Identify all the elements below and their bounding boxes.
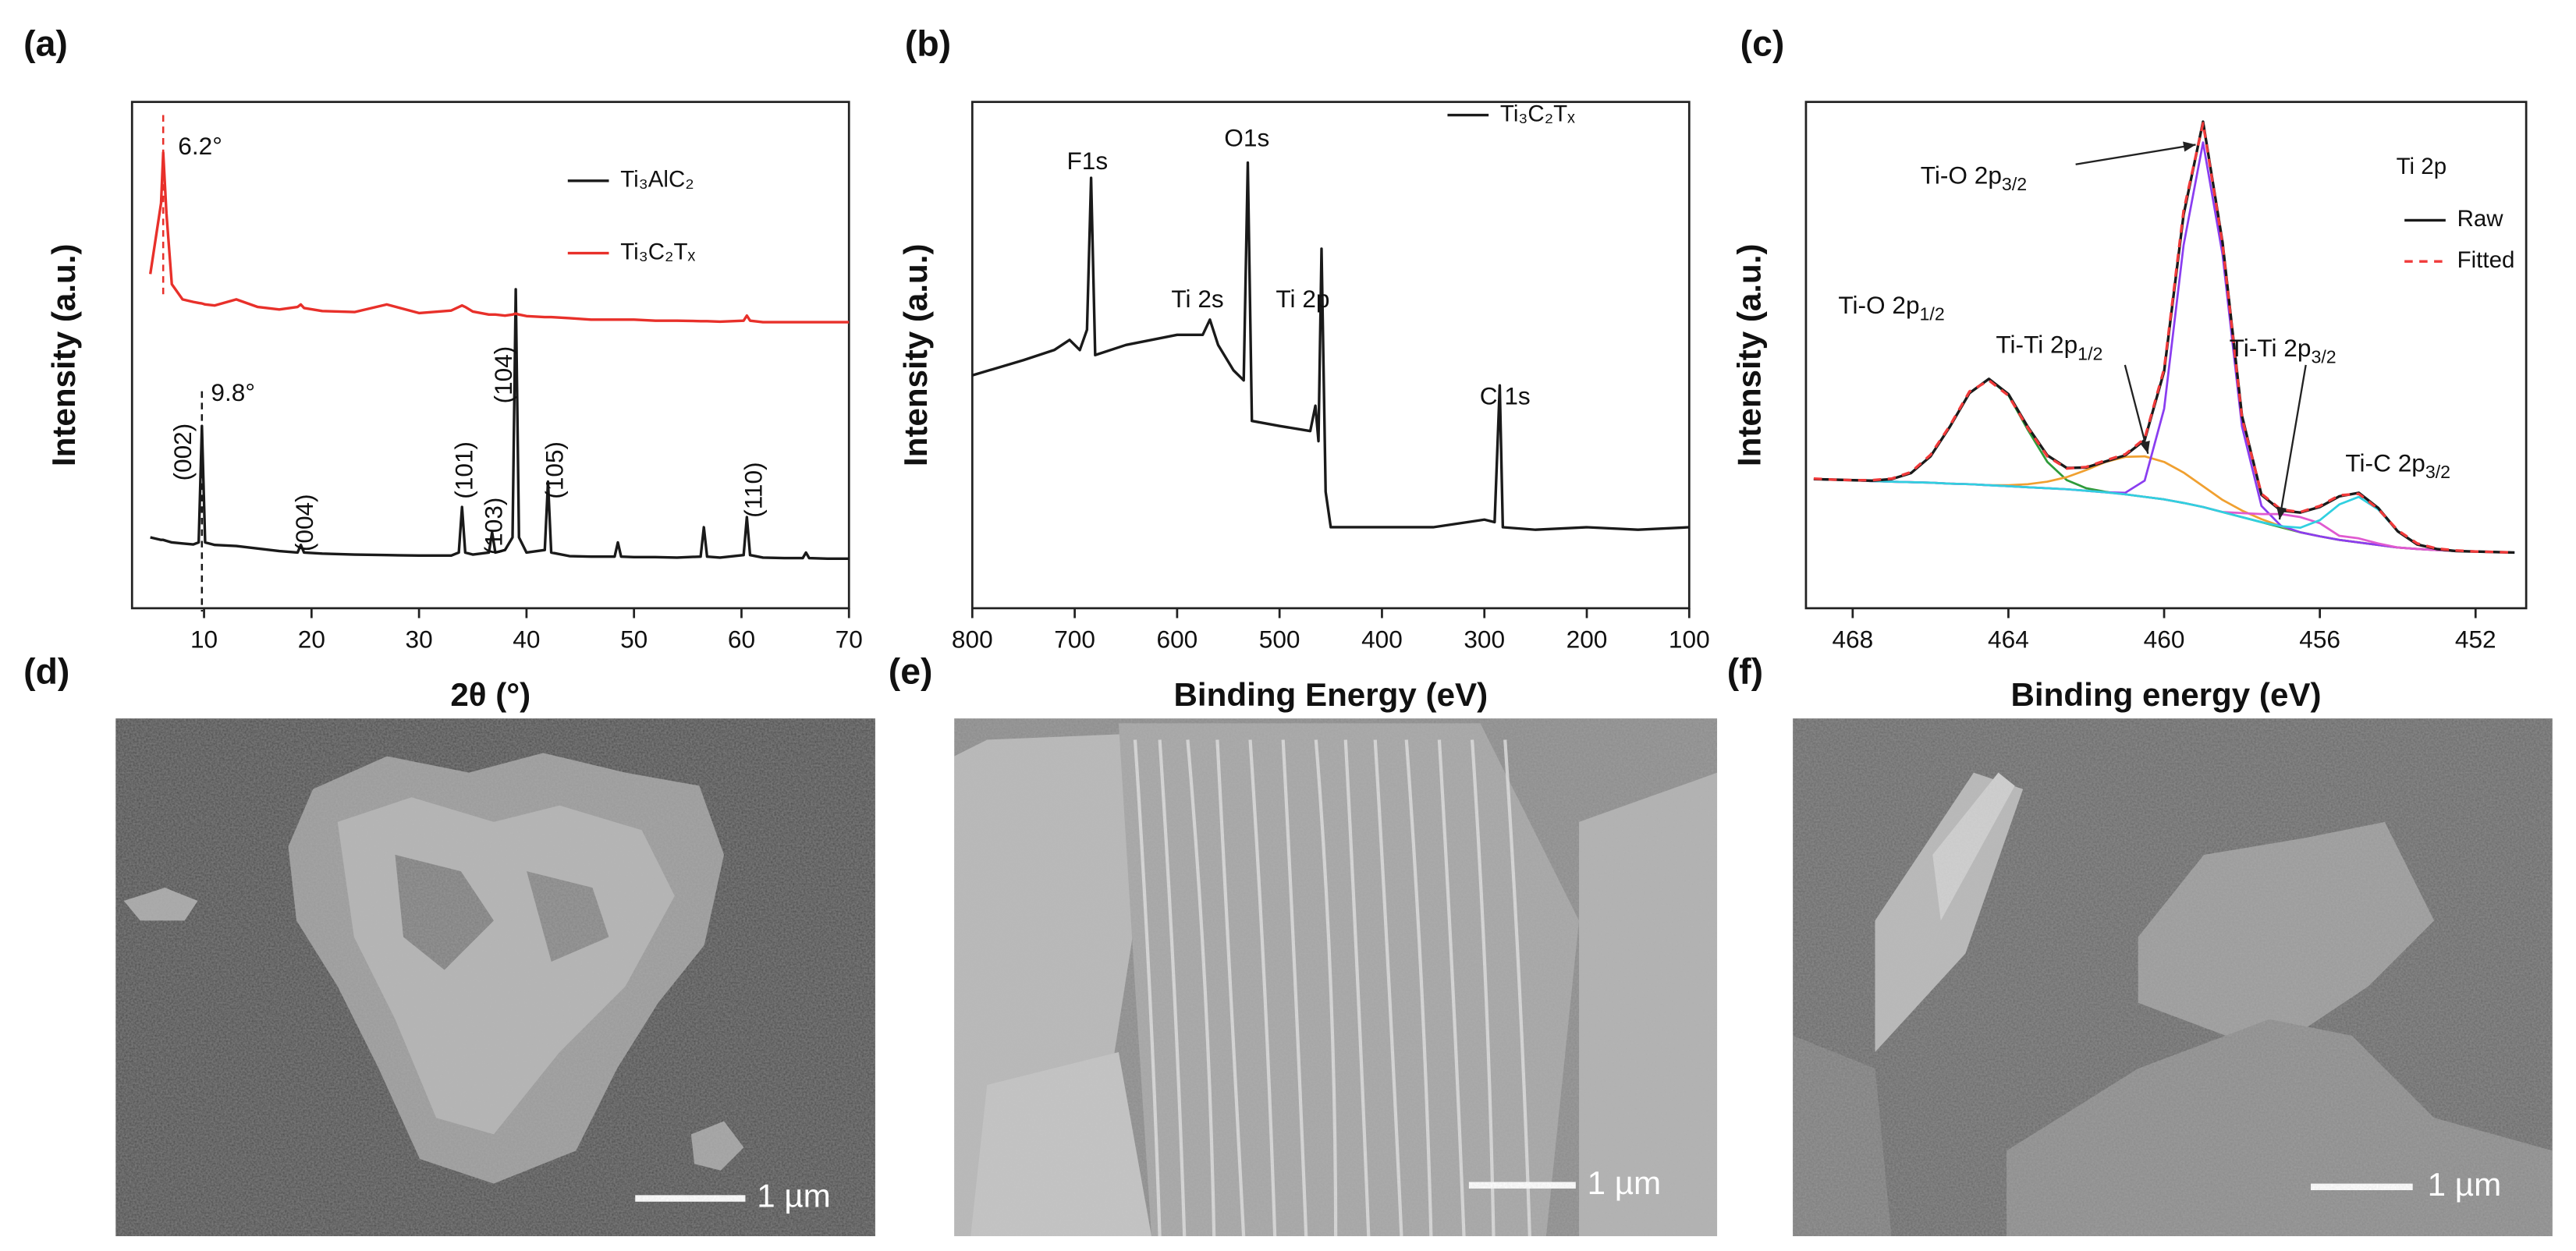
annotation: (004) bbox=[290, 494, 318, 551]
plot-frame bbox=[1804, 101, 2528, 610]
annotation-text: Ti-O 2p bbox=[1838, 291, 1919, 319]
arrow bbox=[2278, 364, 2307, 520]
x-tick-label: 40 bbox=[513, 625, 540, 653]
arrow bbox=[2124, 364, 2149, 455]
series-line bbox=[1813, 120, 2515, 555]
annotation: 9.8° bbox=[211, 378, 255, 406]
component-line bbox=[1813, 477, 2515, 554]
annotation-text: Ti-C 2p bbox=[2345, 449, 2425, 477]
x-tick-label: 100 bbox=[1669, 625, 1710, 653]
x-tick-label: 400 bbox=[1361, 625, 1403, 653]
x-tick-label: 30 bbox=[406, 625, 433, 653]
x-tick-label: 300 bbox=[1464, 625, 1505, 653]
legend-label: Ti₃C₂Tₓ bbox=[1500, 101, 1575, 126]
sem-image bbox=[1793, 718, 2553, 1237]
annotation-subscript: 3/2 bbox=[2002, 174, 2027, 194]
annotation-subscript: 1/2 bbox=[1920, 304, 1945, 324]
annotation-text: Ti-Ti 2p bbox=[1996, 331, 2077, 359]
x-tick-label: 50 bbox=[620, 625, 648, 653]
annotation: Ti-O 2p1/2 bbox=[1838, 291, 1944, 324]
arrow-head bbox=[2183, 141, 2196, 152]
x-tick-label: 500 bbox=[1259, 625, 1300, 653]
x-tick-label: 10 bbox=[190, 625, 218, 653]
annotation-subscript: 3/2 bbox=[2311, 347, 2336, 367]
panel-label: (d) bbox=[23, 650, 69, 691]
scale-bar-label: 1 µm bbox=[1588, 1164, 1662, 1201]
x-tick-label: 460 bbox=[2144, 625, 2185, 653]
annotation: Ti-C 2p3/2 bbox=[2345, 449, 2450, 482]
annotation-subscript: 1/2 bbox=[2077, 343, 2102, 363]
annotation: (104) bbox=[489, 346, 517, 404]
y-axis-title: Intensity (a.u.) bbox=[897, 243, 934, 466]
series-line bbox=[1813, 122, 2515, 555]
x-tick-label: 800 bbox=[952, 625, 993, 653]
panel-label: (e) bbox=[889, 650, 933, 691]
legend-title: Ti 2p bbox=[2397, 154, 2447, 179]
x-axis-title: 2θ (°) bbox=[450, 676, 530, 713]
panel-label: (a) bbox=[23, 23, 68, 63]
legend-label: Raw bbox=[2457, 206, 2504, 232]
x-tick-label: 200 bbox=[1567, 625, 1608, 653]
annotation: F1s bbox=[1067, 147, 1109, 175]
arrow-head bbox=[2140, 441, 2150, 454]
x-tick-label: 60 bbox=[728, 625, 755, 653]
annotation: C 1s bbox=[1480, 381, 1531, 409]
sem-image bbox=[954, 718, 1718, 1237]
y-axis-title: Intensity (a.u.) bbox=[45, 243, 82, 466]
x-tick-label: 468 bbox=[1832, 625, 1873, 653]
panel-label: (f) bbox=[1727, 650, 1763, 691]
annotation-subscript: 3/2 bbox=[2425, 462, 2450, 482]
scale-bar-label: 1 µm bbox=[2428, 1166, 2502, 1203]
legend-label: Ti₃C₂Tₓ bbox=[620, 239, 695, 264]
annotation: Ti-Ti 2p3/2 bbox=[2230, 334, 2336, 367]
sem-image bbox=[115, 718, 875, 1237]
annotation: (105) bbox=[540, 441, 568, 499]
annotation-text: Ti-Ti 2p bbox=[2230, 334, 2312, 362]
x-axis-title: Binding Energy (eV) bbox=[1173, 676, 1488, 713]
legend-label: Fitted bbox=[2457, 247, 2515, 273]
panel-label: (c) bbox=[1740, 23, 1785, 63]
annotation: (101) bbox=[449, 441, 477, 499]
annotation: Ti-Ti 2p1/2 bbox=[1996, 331, 2102, 363]
annotation: (103) bbox=[479, 498, 507, 555]
x-tick-label: 452 bbox=[2455, 625, 2496, 653]
component-line bbox=[1813, 141, 2515, 554]
panel-label: (b) bbox=[905, 23, 951, 63]
annotation: Ti 2s bbox=[1171, 285, 1223, 313]
series-line bbox=[971, 161, 1690, 531]
x-tick-label: 464 bbox=[1988, 625, 2029, 653]
series-line bbox=[150, 288, 850, 560]
plot-frame bbox=[970, 101, 1691, 610]
annotation: O1s bbox=[1224, 124, 1269, 152]
arrow bbox=[2075, 144, 2196, 165]
plot-frame bbox=[130, 101, 850, 610]
x-axis-title: Binding energy (eV) bbox=[2011, 676, 2322, 713]
annotation: Ti 2p bbox=[1276, 285, 1329, 313]
annotation-text: Ti-O 2p bbox=[1921, 161, 2002, 190]
y-axis-title: Intensity (a.u.) bbox=[1731, 243, 1768, 466]
annotation: (002) bbox=[169, 423, 197, 481]
x-tick-label: 20 bbox=[298, 625, 325, 653]
x-tick-label: 70 bbox=[836, 625, 863, 653]
arrow-head bbox=[2276, 506, 2287, 520]
component-line bbox=[1813, 477, 2515, 554]
x-tick-label: 600 bbox=[1157, 625, 1198, 653]
annotation: Ti-O 2p3/2 bbox=[1921, 161, 2027, 194]
scale-bar-label: 1 µm bbox=[757, 1178, 831, 1214]
annotation: 6.2° bbox=[178, 132, 222, 160]
series-line bbox=[148, 151, 850, 324]
x-tick-label: 456 bbox=[2299, 625, 2340, 653]
annotation: (110) bbox=[739, 462, 767, 517]
x-tick-label: 700 bbox=[1054, 625, 1095, 653]
legend-label: Ti₃AlC₂ bbox=[620, 167, 694, 193]
